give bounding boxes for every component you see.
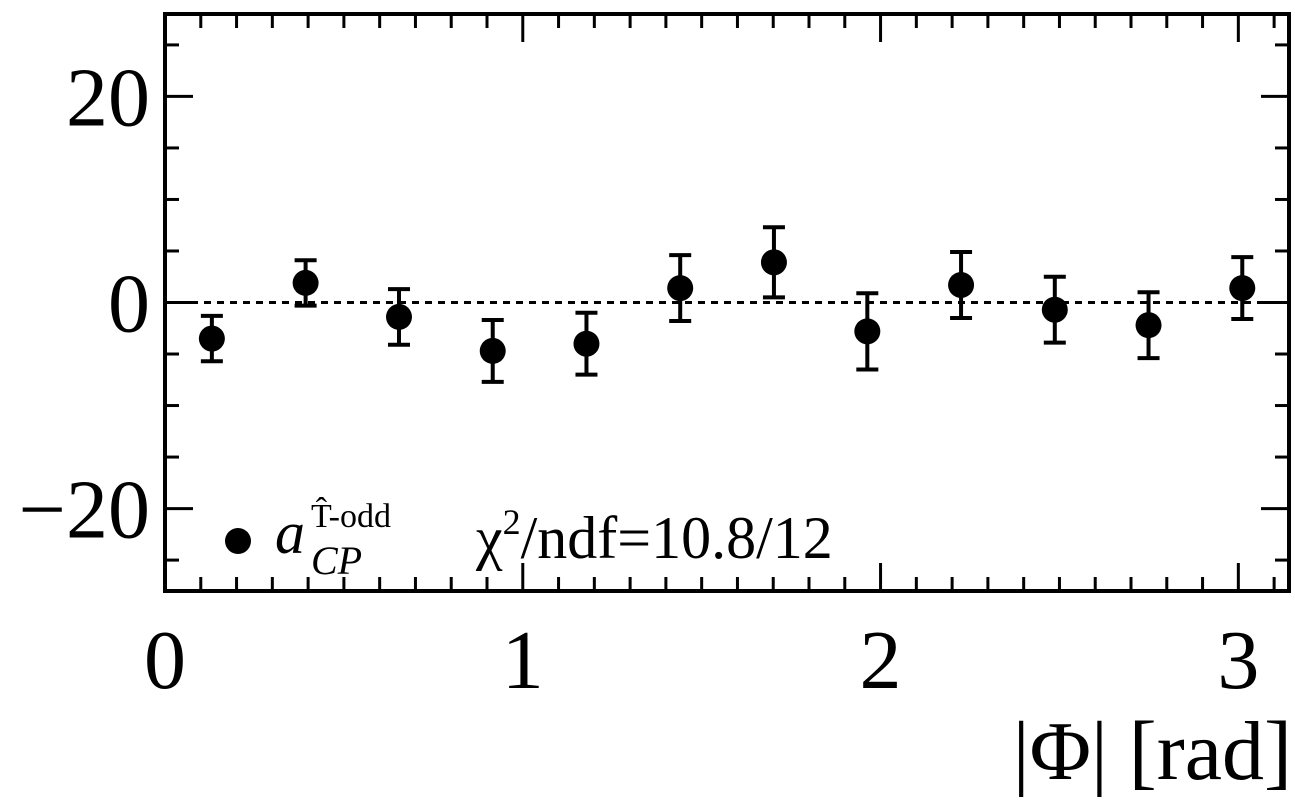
chi-rest: /ndf=10.8/12 xyxy=(521,505,833,571)
data-point-group xyxy=(854,291,881,372)
data-point-group xyxy=(667,253,694,324)
data-point xyxy=(1135,312,1162,339)
legend-label: a xyxy=(275,500,305,566)
legend-sup-text: T̂-odd xyxy=(311,496,391,535)
y-tick-label: −20 xyxy=(19,464,150,557)
chi-symbol: χ xyxy=(475,505,503,571)
legend-symbol: a xyxy=(275,500,305,566)
data-point-group xyxy=(198,313,225,364)
data-point xyxy=(385,303,412,330)
data-point-group xyxy=(292,258,319,308)
legend: a T̂-odd CP χ2/ndf=10.8/12 xyxy=(225,496,833,583)
data-point xyxy=(1041,296,1068,323)
data-point xyxy=(760,249,787,276)
legend-superscript: T̂-odd xyxy=(311,496,391,535)
data-point xyxy=(198,325,225,352)
x-axis-title: |Φ| [rad] xyxy=(1013,705,1292,797)
data-point xyxy=(479,337,506,364)
chi-exponent: 2 xyxy=(503,502,521,542)
axis-ticks xyxy=(163,14,1289,591)
legend-sub-text: CP xyxy=(311,538,362,583)
legend-subscript: CP xyxy=(311,538,362,583)
data-points xyxy=(198,225,1256,384)
legend-marker xyxy=(225,528,251,554)
y-tick-label: 20 xyxy=(66,51,150,144)
chi2-annotation: χ2/ndf=10.8/12 xyxy=(475,502,833,571)
data-point-group xyxy=(1229,255,1256,321)
data-point xyxy=(292,269,319,296)
x-tick-label: 1 xyxy=(502,614,544,707)
data-point xyxy=(573,330,600,357)
data-point-group xyxy=(385,287,412,347)
data-point-group xyxy=(1041,274,1068,345)
data-point-group xyxy=(479,318,506,384)
x-tick-label: 2 xyxy=(860,614,902,707)
x-tick-label: 3 xyxy=(1217,614,1259,707)
data-point xyxy=(667,275,694,302)
tick-labels: 0 1 2 3 −20 0 20 xyxy=(19,51,1260,707)
data-point-group xyxy=(573,310,600,377)
y-tick-label: 0 xyxy=(108,258,150,351)
data-point xyxy=(948,271,975,298)
data-point xyxy=(1229,275,1256,302)
x-tick-label: 0 xyxy=(144,614,186,707)
data-point-group xyxy=(1135,290,1162,361)
data-point-group xyxy=(760,225,787,300)
data-point xyxy=(854,318,881,345)
data-point-group xyxy=(948,250,975,320)
